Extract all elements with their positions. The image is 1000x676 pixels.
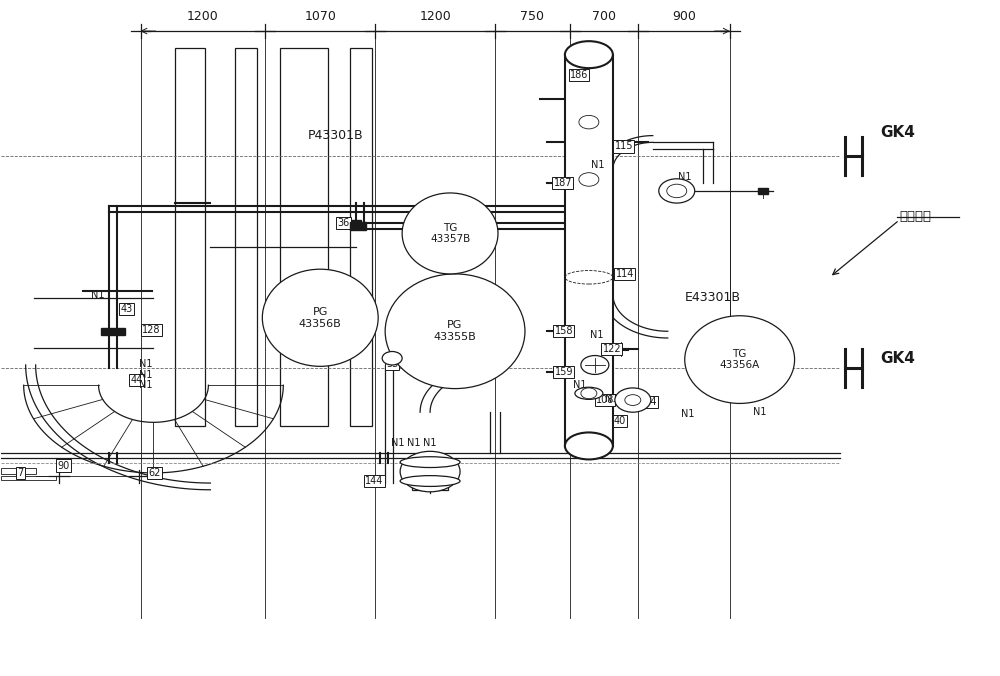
Text: 36: 36 — [337, 218, 349, 228]
Text: N1: N1 — [423, 437, 437, 448]
Text: N1: N1 — [91, 291, 104, 301]
Bar — [235, 48, 257, 426]
Bar — [1, 468, 36, 475]
Circle shape — [625, 395, 641, 406]
Text: 700: 700 — [592, 9, 616, 23]
Text: N1: N1 — [139, 380, 152, 390]
Text: N1: N1 — [139, 370, 152, 380]
Text: 186: 186 — [570, 70, 588, 80]
Circle shape — [400, 452, 460, 492]
Text: 1070: 1070 — [304, 9, 336, 23]
Text: N1: N1 — [681, 408, 694, 418]
Ellipse shape — [400, 457, 460, 468]
Bar — [101, 328, 125, 335]
Bar — [349, 220, 361, 228]
Text: N1: N1 — [605, 393, 619, 404]
Text: 122: 122 — [603, 344, 621, 354]
Circle shape — [579, 116, 599, 129]
Text: N1: N1 — [349, 222, 363, 232]
Text: 159: 159 — [555, 367, 573, 377]
Bar — [565, 55, 613, 446]
Circle shape — [615, 388, 651, 412]
Circle shape — [382, 352, 402, 365]
Text: PG
43355B: PG 43355B — [434, 320, 476, 342]
Bar — [758, 187, 768, 194]
Text: 128: 128 — [142, 325, 161, 335]
Circle shape — [581, 388, 597, 399]
Bar — [350, 48, 372, 426]
Ellipse shape — [575, 387, 603, 400]
Text: E43301B: E43301B — [685, 291, 741, 304]
Text: N1: N1 — [590, 331, 604, 340]
Text: 115: 115 — [615, 141, 633, 151]
Bar — [105, 329, 121, 334]
Ellipse shape — [402, 193, 498, 274]
Text: 33: 33 — [386, 360, 398, 369]
Text: 62: 62 — [148, 468, 161, 478]
Circle shape — [581, 356, 609, 375]
Text: TG
43356A: TG 43356A — [720, 349, 760, 370]
Text: GK4: GK4 — [880, 125, 915, 140]
Text: 108: 108 — [596, 395, 614, 405]
Text: 40: 40 — [614, 416, 626, 426]
Text: 750: 750 — [520, 9, 544, 23]
Bar — [175, 48, 205, 426]
Text: N1: N1 — [753, 407, 766, 417]
Text: 1200: 1200 — [187, 9, 218, 23]
Text: N1: N1 — [591, 160, 605, 170]
Text: GK4: GK4 — [880, 351, 915, 366]
Circle shape — [667, 184, 687, 197]
Text: N1: N1 — [139, 359, 152, 368]
Text: TG
43357B: TG 43357B — [430, 222, 470, 244]
Text: N1: N1 — [678, 172, 691, 183]
Bar — [280, 48, 328, 426]
Bar — [1, 476, 56, 480]
Text: N1: N1 — [573, 380, 587, 390]
Ellipse shape — [685, 316, 795, 404]
Text: 43: 43 — [120, 304, 133, 314]
Text: 154: 154 — [639, 397, 657, 407]
Circle shape — [402, 453, 458, 491]
Text: 187: 187 — [554, 178, 572, 188]
Text: N1: N1 — [391, 437, 405, 448]
Text: PG
43356B: PG 43356B — [299, 307, 342, 329]
Text: 7: 7 — [18, 468, 24, 478]
Text: 鼠标轨迹: 鼠标轨迹 — [899, 210, 931, 223]
Text: 1200: 1200 — [419, 9, 451, 23]
Text: P43301B: P43301B — [307, 129, 363, 142]
Circle shape — [659, 178, 695, 203]
Ellipse shape — [400, 476, 460, 487]
Ellipse shape — [565, 41, 613, 68]
Circle shape — [579, 173, 599, 186]
Bar — [350, 222, 366, 230]
Text: 114: 114 — [616, 269, 634, 279]
Text: 158: 158 — [555, 327, 573, 336]
Bar — [412, 481, 448, 491]
Ellipse shape — [385, 274, 525, 389]
Text: N1: N1 — [407, 437, 421, 448]
Text: 900: 900 — [672, 9, 696, 23]
Text: 144: 144 — [365, 476, 383, 486]
Ellipse shape — [565, 433, 613, 460]
Text: 44: 44 — [130, 375, 143, 385]
Ellipse shape — [262, 269, 378, 366]
Text: 90: 90 — [57, 460, 70, 470]
